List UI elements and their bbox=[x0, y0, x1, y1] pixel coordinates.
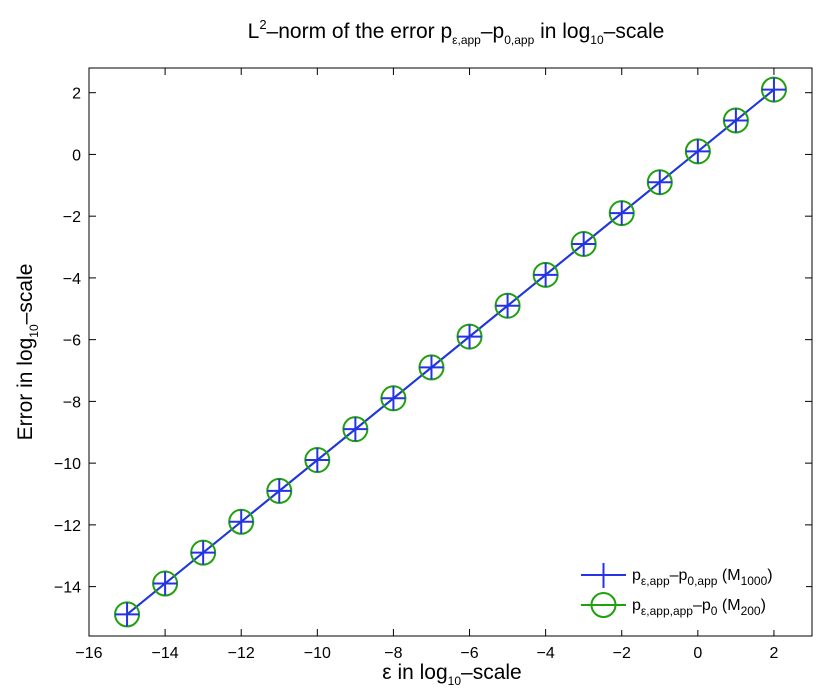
data-point-plus bbox=[457, 324, 482, 349]
y-tick-label: −12 bbox=[54, 518, 81, 535]
x-tick-label: −10 bbox=[304, 645, 331, 662]
x-tick-label: −12 bbox=[228, 645, 255, 662]
legend-circle-marker bbox=[590, 592, 617, 618]
y-tick-label: −8 bbox=[63, 394, 81, 411]
legend-entry-1: pε,app–p0,app (M1000) bbox=[581, 563, 773, 588]
data-point-plus bbox=[191, 540, 216, 565]
y-tick-label: −6 bbox=[63, 333, 81, 350]
legend-label-2: pε,app,app–p0 (M200) bbox=[632, 597, 766, 618]
data-point-plus bbox=[571, 231, 596, 256]
data-point-plus bbox=[305, 448, 330, 473]
data-point-plus bbox=[685, 139, 710, 164]
x-axis-label: ε in log10–scale bbox=[382, 661, 521, 688]
series-line-plus bbox=[126, 88, 775, 616]
data-point-plus bbox=[115, 602, 140, 627]
legend-entry-2: pε,app,app–p0 (M200) bbox=[581, 592, 766, 618]
chart-title: L2–norm of the error pε,app–p0,app in lo… bbox=[248, 17, 665, 47]
x-tick-label: 2 bbox=[769, 645, 778, 662]
data-point-plus bbox=[343, 417, 368, 442]
y-tick-label: −10 bbox=[54, 456, 81, 473]
legend-box bbox=[574, 556, 806, 630]
x-axis-ticks: −16 −14 −12 −10 −8 −6 −4 −2 0 2 bbox=[75, 68, 778, 662]
x-tick-label: −4 bbox=[537, 645, 555, 662]
data-point-plus bbox=[419, 355, 444, 380]
x-tick-label: −2 bbox=[613, 645, 631, 662]
y-axis-ticks: −14 −12 −10 −8 −6 −4 −2 0 2 bbox=[54, 86, 812, 597]
data-point-plus bbox=[229, 509, 254, 534]
y-tick-label: 2 bbox=[72, 86, 81, 103]
series-layer bbox=[114, 76, 787, 628]
legend: pε,app–p0,app (M1000) pε,app,app–p0 (M20… bbox=[574, 556, 806, 630]
y-tick-label: −2 bbox=[63, 209, 81, 226]
data-point-plus bbox=[381, 386, 406, 411]
x-tick-label: −14 bbox=[152, 645, 179, 662]
data-point-plus bbox=[647, 170, 672, 195]
data-point-plus bbox=[267, 478, 292, 503]
y-axis-label: Error in log10–scale bbox=[14, 264, 41, 441]
y-tick-label: 0 bbox=[72, 147, 81, 164]
legend-label-1: pε,app–p0,app (M1000) bbox=[632, 567, 773, 588]
data-point-plus bbox=[533, 262, 558, 287]
data-point-plus bbox=[153, 571, 178, 596]
data-point-plus bbox=[723, 108, 748, 133]
data-point-plus bbox=[761, 77, 786, 102]
x-tick-label: −8 bbox=[384, 645, 402, 662]
data-point-plus bbox=[609, 201, 634, 226]
data-point-plus bbox=[495, 293, 520, 318]
y-tick-label: −4 bbox=[63, 271, 81, 288]
y-tick-label: −14 bbox=[54, 580, 81, 597]
x-tick-label: −6 bbox=[460, 645, 478, 662]
x-tick-label: −16 bbox=[75, 645, 102, 662]
x-tick-label: 0 bbox=[693, 645, 702, 662]
